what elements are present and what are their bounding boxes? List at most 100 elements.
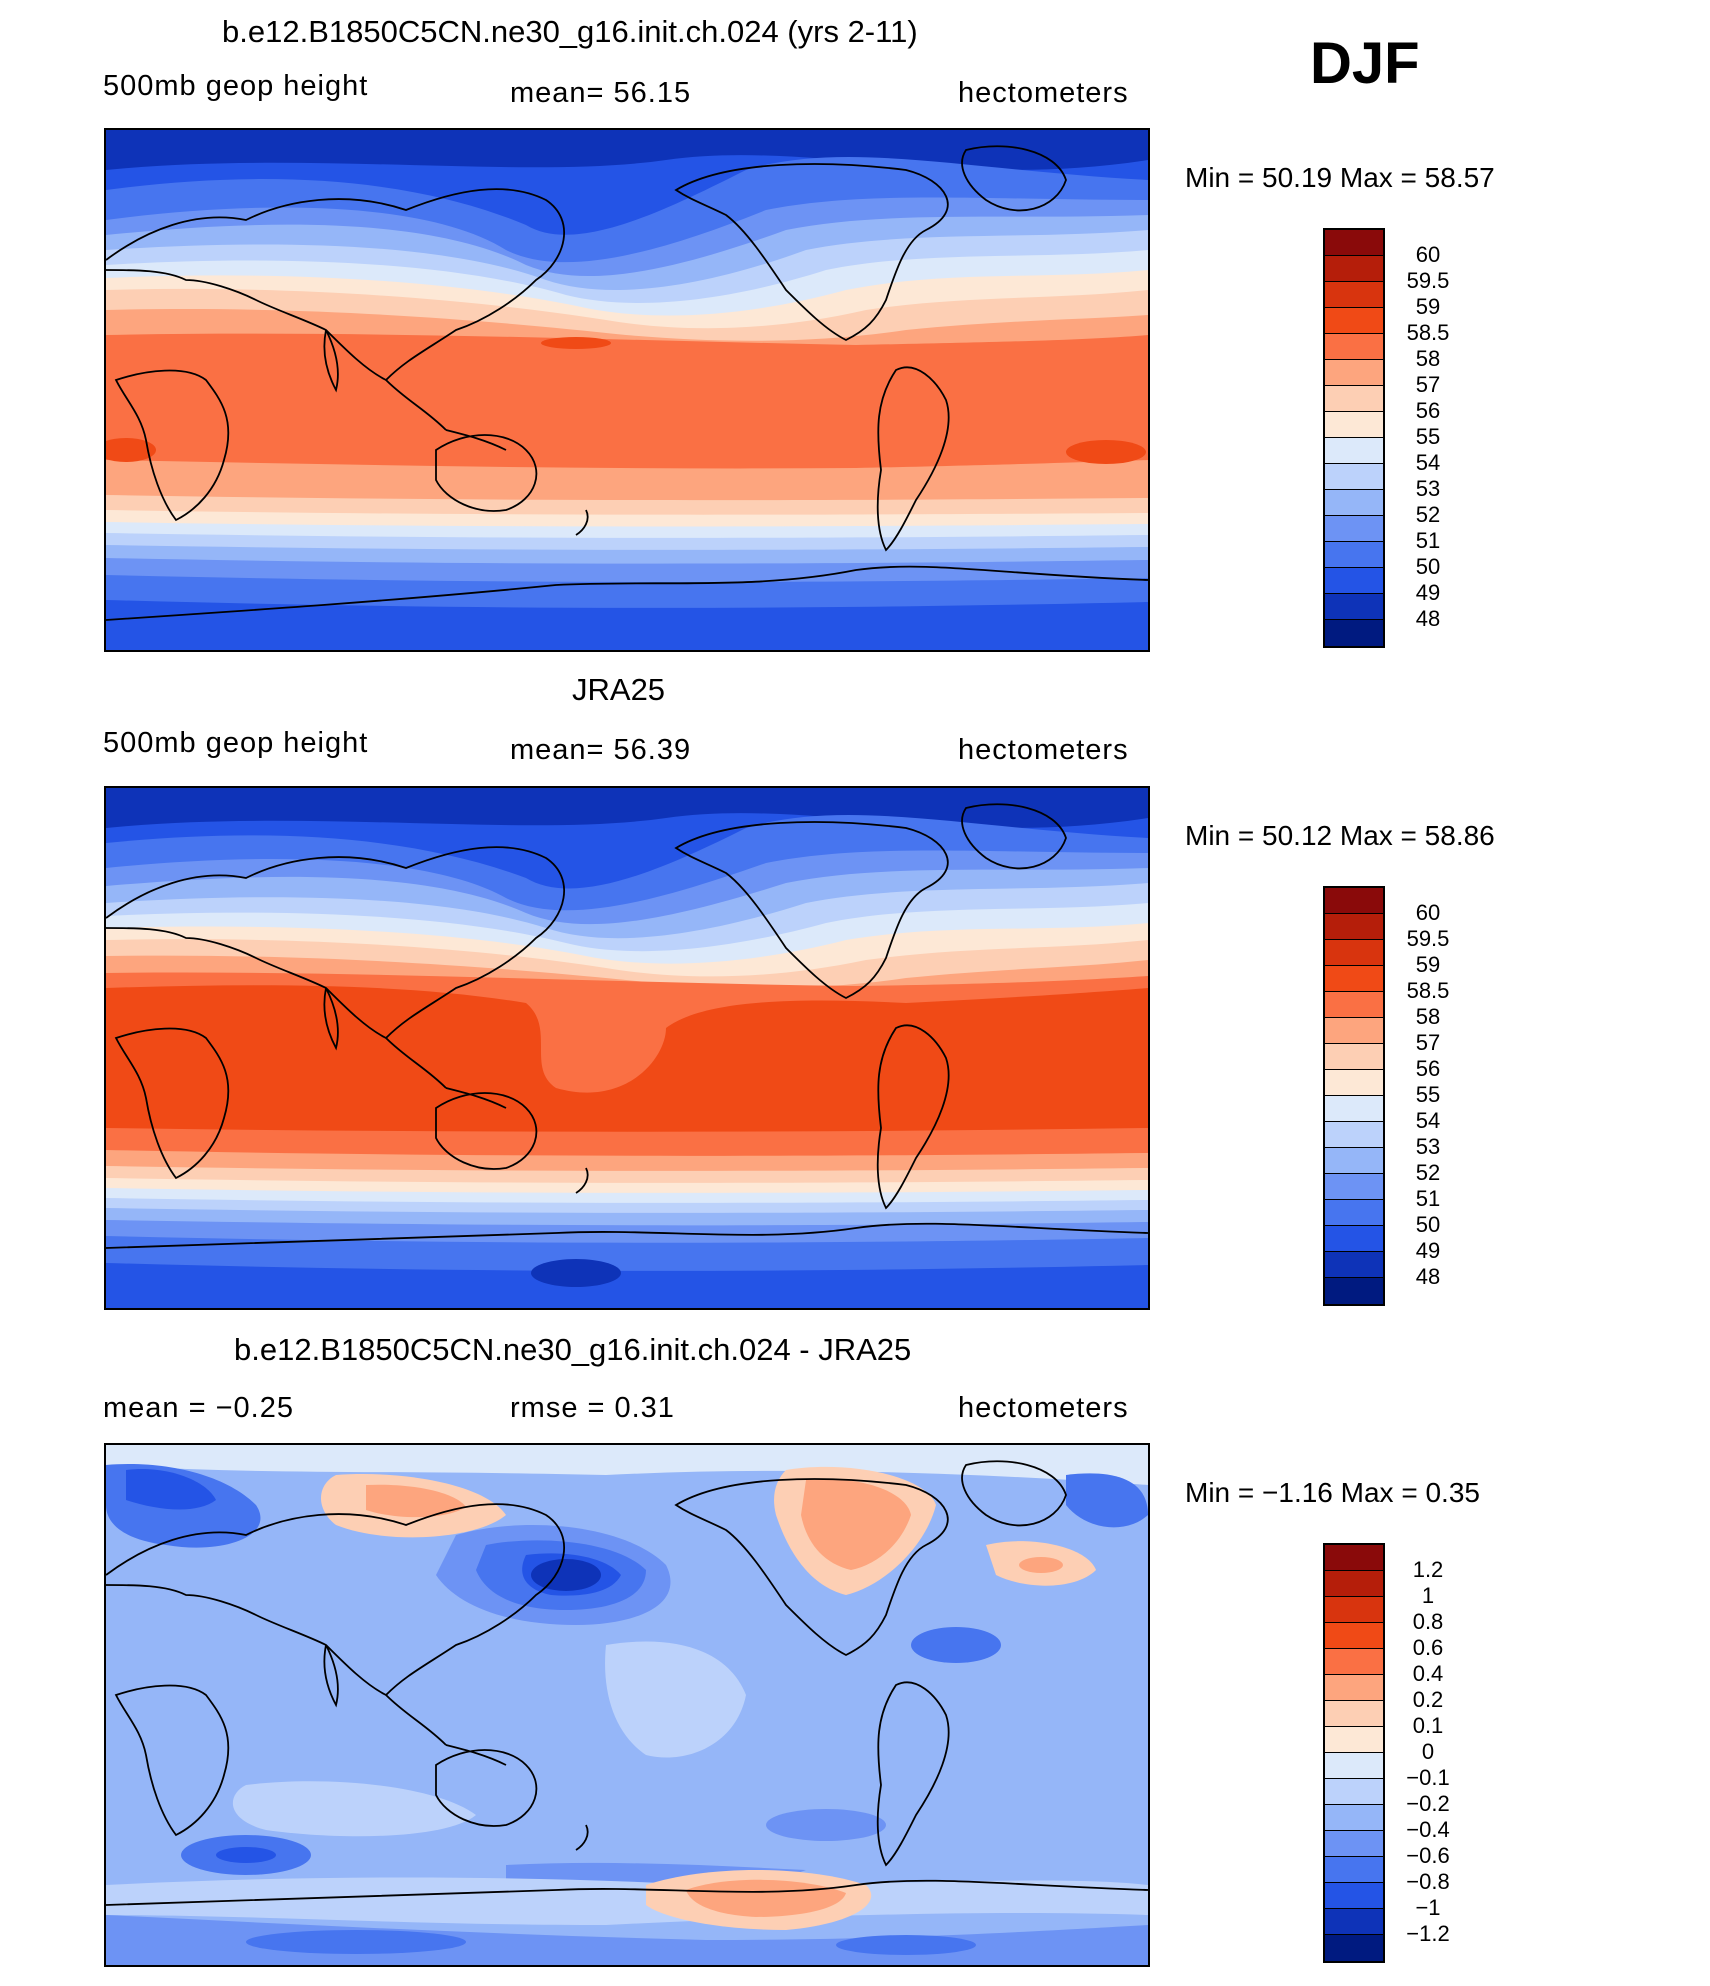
colorbar-label: 53	[1415, 476, 1441, 501]
season-label: DJF	[1310, 31, 1420, 96]
colorbar-label: 50	[1415, 1212, 1441, 1237]
colorbar-label: 51	[1415, 1186, 1441, 1211]
colorbar-label: −0.4	[1406, 1817, 1450, 1842]
panel3-mean-label: mean = −0.25	[103, 1392, 294, 1424]
colorbar-box	[1325, 1597, 1383, 1623]
colorbar-label: 52	[1415, 502, 1441, 527]
colorbar-label: 60	[1415, 900, 1441, 925]
colorbar-label: 55	[1415, 424, 1441, 449]
panel2-mean-label: mean= 56.39	[510, 734, 692, 766]
panel2-map	[104, 786, 1150, 1310]
colorbar-label: 48	[1415, 1264, 1441, 1289]
colorbar-label: 59.5	[1406, 268, 1450, 293]
panel1-mean-label: mean= 56.15	[510, 77, 692, 109]
panel1-units-label: hectometers	[958, 77, 1129, 109]
colorbar-box	[1325, 1779, 1383, 1805]
colorbar-label: 60	[1415, 242, 1441, 267]
colorbar-box	[1325, 1148, 1383, 1174]
colorbar-box	[1325, 1278, 1383, 1304]
colorbar-label: 0.1	[1412, 1713, 1444, 1738]
colorbar-label: 58	[1415, 346, 1441, 371]
colorbar-box	[1325, 1226, 1383, 1252]
colorbar-label: 58.5	[1406, 978, 1450, 1003]
colorbar-box	[1325, 308, 1383, 334]
colorbar-label: 0.8	[1412, 1609, 1444, 1634]
colorbar-label: 0	[1421, 1739, 1435, 1764]
colorbar-box	[1325, 1649, 1383, 1675]
panel1-title: b.e12.B1850C5CN.ne30_g16.init.ch.024 (yr…	[222, 14, 918, 49]
panel3-map	[104, 1443, 1150, 1967]
panel2-units-label: hectometers	[958, 734, 1129, 766]
panel2-colorbar	[1323, 886, 1385, 1306]
colorbar-box	[1325, 1727, 1383, 1753]
colorbar-label: 52	[1415, 1160, 1441, 1185]
panel1-minmax: Min = 50.19 Max = 58.57	[1185, 162, 1495, 193]
colorbar-box	[1325, 334, 1383, 360]
colorbar-label: 0.6	[1412, 1635, 1444, 1660]
colorbar-label: 56	[1415, 398, 1441, 423]
panel3-contour-field	[106, 1445, 1148, 1965]
colorbar-label: −1	[1415, 1895, 1441, 1920]
colorbar-box	[1325, 516, 1383, 542]
colorbar-label: 0.4	[1412, 1661, 1444, 1686]
colorbar-box	[1325, 1070, 1383, 1096]
colorbar-label: 58.5	[1406, 320, 1450, 345]
panel3-title: b.e12.B1850C5CN.ne30_g16.init.ch.024 - J…	[234, 1332, 912, 1367]
colorbar-label: −0.8	[1406, 1869, 1450, 1894]
colorbar-box	[1325, 1200, 1383, 1226]
colorbar-box	[1325, 256, 1383, 282]
colorbar-box	[1325, 1753, 1383, 1779]
colorbar-box	[1325, 992, 1383, 1018]
colorbar-box	[1325, 1018, 1383, 1044]
colorbar-box	[1325, 542, 1383, 568]
colorbar-box	[1325, 1909, 1383, 1935]
panel3-units-label: hectometers	[958, 1392, 1129, 1424]
panel3-colorbar	[1323, 1543, 1385, 1963]
colorbar-label: 59	[1415, 294, 1441, 319]
colorbar-box	[1325, 1805, 1383, 1831]
colorbar-box	[1325, 940, 1383, 966]
colorbar-label: −0.1	[1406, 1765, 1450, 1790]
colorbar-box	[1325, 230, 1383, 256]
colorbar-label: 53	[1415, 1134, 1441, 1159]
colorbar-label: 59.5	[1406, 926, 1450, 951]
colorbar-label: 0.2	[1412, 1687, 1444, 1712]
colorbar-label: −1.2	[1406, 1921, 1450, 1946]
colorbar-box	[1325, 1571, 1383, 1597]
colorbar-box	[1325, 1545, 1383, 1571]
colorbar-label: 57	[1415, 1030, 1441, 1055]
panel1-contour-field	[106, 130, 1148, 650]
colorbar-label: 1	[1421, 1583, 1435, 1608]
colorbar-box	[1325, 1857, 1383, 1883]
colorbar-box	[1325, 1122, 1383, 1148]
colorbar-box	[1325, 282, 1383, 308]
panel1-left-label: 500mb geop height	[103, 70, 369, 102]
colorbar-box	[1325, 386, 1383, 412]
panel2-contour-field	[106, 788, 1148, 1308]
colorbar-label: 48	[1415, 606, 1441, 631]
panel3-rmse-label: rmse = 0.31	[510, 1392, 675, 1424]
panel2-title: JRA25	[572, 672, 666, 707]
panel2-left-label: 500mb geop height	[103, 727, 369, 759]
colorbar-label: 49	[1415, 580, 1441, 605]
colorbar-label: 54	[1415, 450, 1441, 475]
colorbar-box	[1325, 594, 1383, 620]
colorbar-box	[1325, 490, 1383, 516]
colorbar-label: 51	[1415, 528, 1441, 553]
colorbar-box	[1325, 1935, 1383, 1961]
colorbar-box	[1325, 568, 1383, 594]
colorbar-label: 50	[1415, 554, 1441, 579]
colorbar-box	[1325, 1174, 1383, 1200]
colorbar-label: −0.2	[1406, 1791, 1450, 1816]
colorbar-label: 56	[1415, 1056, 1441, 1081]
colorbar-box	[1325, 438, 1383, 464]
colorbar-box	[1325, 1831, 1383, 1857]
colorbar-box	[1325, 1044, 1383, 1070]
colorbar-label: −0.6	[1406, 1843, 1450, 1868]
colorbar-box	[1325, 1623, 1383, 1649]
colorbar-box	[1325, 1252, 1383, 1278]
panel3-minmax: Min = −1.16 Max = 0.35	[1185, 1477, 1480, 1508]
colorbar-box	[1325, 1701, 1383, 1727]
colorbar-label: 49	[1415, 1238, 1441, 1263]
colorbar-label: 54	[1415, 1108, 1441, 1133]
